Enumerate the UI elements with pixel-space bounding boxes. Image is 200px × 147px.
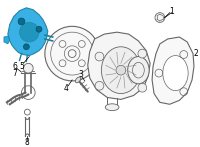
Text: 3: 3 bbox=[78, 70, 83, 79]
Circle shape bbox=[95, 81, 104, 90]
Text: 2: 2 bbox=[194, 49, 198, 58]
Text: 8: 8 bbox=[25, 138, 30, 147]
Polygon shape bbox=[4, 36, 10, 44]
Text: 7: 7 bbox=[12, 69, 17, 78]
Circle shape bbox=[45, 26, 99, 81]
Text: 5: 5 bbox=[19, 62, 24, 71]
Polygon shape bbox=[88, 32, 150, 99]
Text: 4: 4 bbox=[64, 84, 69, 93]
Circle shape bbox=[155, 13, 165, 22]
Text: 6: 6 bbox=[12, 62, 17, 71]
Circle shape bbox=[23, 44, 29, 50]
Circle shape bbox=[23, 63, 33, 73]
Circle shape bbox=[18, 18, 25, 25]
Circle shape bbox=[36, 26, 42, 32]
Polygon shape bbox=[8, 8, 48, 56]
Polygon shape bbox=[152, 37, 194, 104]
Circle shape bbox=[116, 65, 126, 75]
Ellipse shape bbox=[163, 56, 188, 91]
Ellipse shape bbox=[105, 104, 119, 111]
Ellipse shape bbox=[128, 57, 149, 84]
Ellipse shape bbox=[101, 47, 140, 93]
Ellipse shape bbox=[75, 77, 81, 83]
Text: 1: 1 bbox=[169, 7, 174, 16]
Circle shape bbox=[20, 22, 39, 42]
Circle shape bbox=[138, 49, 147, 58]
Circle shape bbox=[95, 52, 104, 61]
Circle shape bbox=[138, 83, 147, 92]
